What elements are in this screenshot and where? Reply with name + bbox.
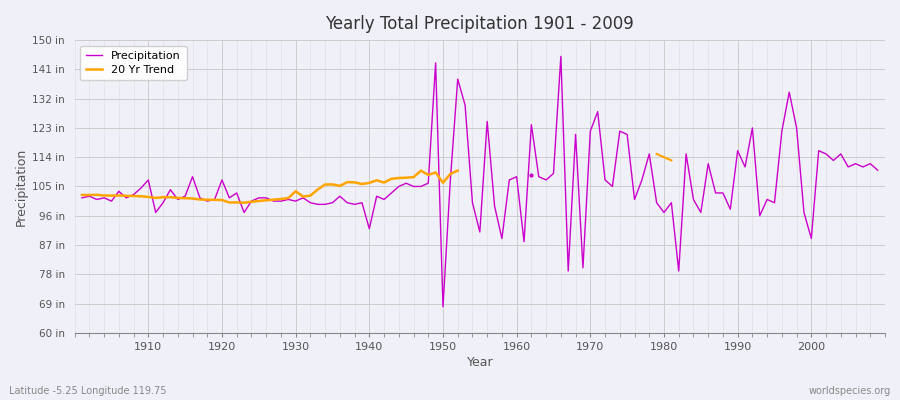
Precipitation (615, 129, 626, 134)
20 Yr Trend (209, 198, 220, 202)
20 Yr Trend (261, 198, 272, 203)
Precipitation (518, 239, 529, 244)
Title: Yearly Total Precipitation 1901 - 2009: Yearly Total Precipitation 1901 - 2009 (326, 15, 634, 33)
20 Yr Trend (76, 192, 87, 197)
Text: Latitude -5.25 Longitude 119.75: Latitude -5.25 Longitude 119.75 (9, 386, 166, 396)
Line: 20 Yr Trend: 20 Yr Trend (82, 170, 458, 203)
20 Yr Trend (312, 187, 323, 192)
Precipitation (872, 168, 883, 172)
Text: worldspecies.org: worldspecies.org (809, 386, 891, 396)
Precipitation (298, 196, 309, 200)
Line: Precipitation: Precipitation (82, 56, 878, 307)
Y-axis label: Precipitation: Precipitation (15, 147, 28, 226)
20 Yr Trend (327, 182, 338, 187)
Precipitation (437, 304, 448, 309)
20 Yr Trend (430, 170, 441, 175)
20 Yr Trend (106, 193, 117, 198)
Precipitation (76, 196, 87, 200)
Precipitation (136, 186, 147, 190)
20 Yr Trend (453, 168, 464, 173)
Precipitation (342, 200, 353, 205)
Precipitation (555, 54, 566, 59)
Precipitation (511, 174, 522, 179)
20 Yr Trend (238, 200, 249, 205)
Legend: Precipitation, 20 Yr Trend: Precipitation, 20 Yr Trend (80, 46, 186, 80)
X-axis label: Year: Year (466, 356, 493, 369)
